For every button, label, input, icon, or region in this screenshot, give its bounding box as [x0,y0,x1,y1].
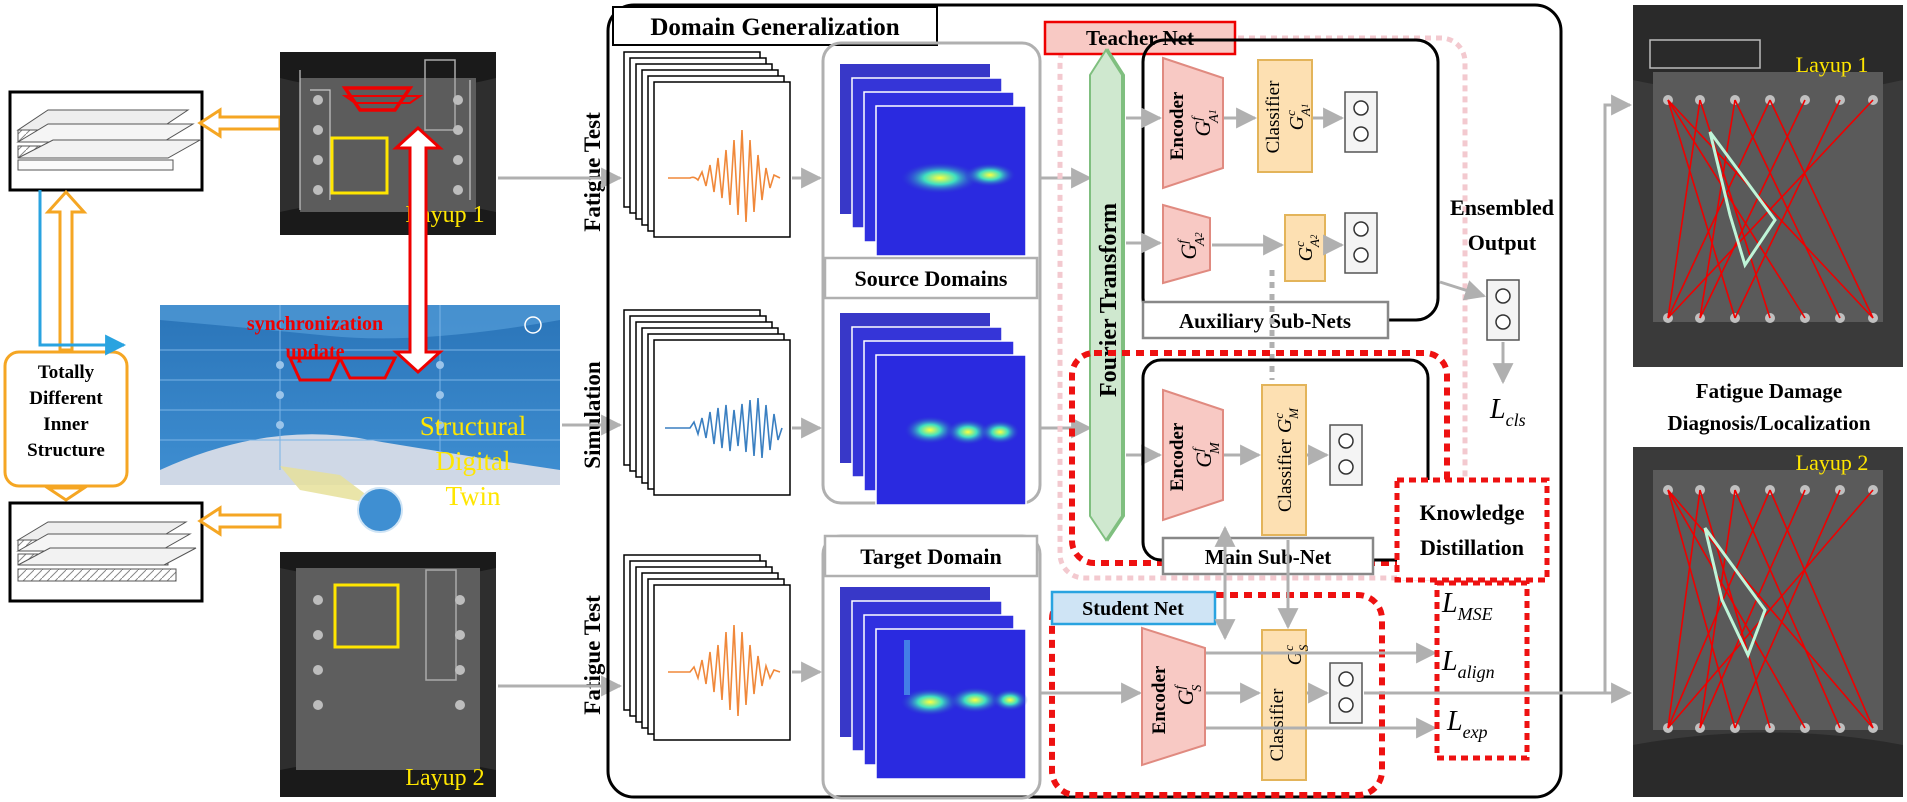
loss-cls: Lcls [1489,394,1526,430]
classifier-a1: Classifier GcA1 [1257,59,1313,173]
classifier-a2: GcA2 [1284,214,1326,282]
fatigue-damage-line-1: Fatigue Damage [1696,379,1842,403]
student-net-label: Student Net [1050,590,1217,626]
spectrogram-stack-middle [840,313,1027,506]
source-domains-label: Source Domains [823,256,1039,300]
knowledge-distillation-line-1: Knowledge [1419,500,1524,525]
row-label-fatigue-bottom: Fatigue Test [580,595,605,715]
inner-structure-line-1: Totally [38,362,95,383]
encoder-m-label: Encoder [1167,422,1188,491]
encoder-m: Encoder Gf M [1162,388,1224,522]
output-node-m [1329,424,1363,486]
to-fourier-arrows [1040,167,1143,704]
main-subnet-region [1069,350,1450,566]
s-arrows [1206,525,1438,739]
classifier-s-label: Classifier [1267,688,1288,761]
blue-link-arrow [38,190,127,356]
digital-twin-line-1: Structural [420,411,526,441]
student-net-text: Student Net [1082,598,1184,620]
spectrogram-arrows [792,167,823,683]
inner-structure-line-3: Inner [43,414,89,435]
classifier-a1-label: Classifier [1263,80,1284,153]
signal-stack-middle [623,309,791,496]
encoder-a2-symbol: Gf A2 [1176,232,1208,259]
loss-exp: Lexp [1446,706,1488,742]
ensemble-arrows [1439,280,1514,385]
domain-generalization-text: Domain Generalization [650,14,899,41]
encoder-a1-label: Encoder [1167,91,1188,160]
encoder-a2: Gf A2 [1162,203,1211,285]
spectrogram-stack-bottom [840,587,1028,780]
damage-photo-layup-2: Layup 2 [1633,447,1903,797]
output-node-a1 [1344,91,1378,153]
auxiliary-subnets-text: Auxiliary Sub-Nets [1179,309,1351,333]
encoder-a1: Encoder Gf A1 [1162,56,1224,190]
inner-structure-box: Totally Different Inner Structure [3,350,129,488]
encoder-s-symbol: Gf S [1173,684,1205,706]
fatigue-damage-title: Fatigue Damage Diagnosis/Localization [1633,367,1905,447]
domain-generalization-frame [606,3,1563,799]
output-arrows [1364,94,1633,704]
inner-structure-line-4: Structure [27,440,105,461]
auxiliary-subnets-label: Auxiliary Sub-Nets [1141,300,1390,340]
output-node-a2 [1344,212,1378,274]
update-label: update [286,341,345,363]
signal-stack-bottom [623,554,791,741]
layup-stack-top [8,90,204,192]
orange-double-arrow-up [43,189,89,502]
encoder-s-label: Encoder [1149,665,1170,734]
target-domain-text: Target Domain [860,544,1002,569]
orange-arrow-bottom-left [197,505,282,537]
loss-mse: LMSE [1441,588,1493,624]
ensembled-output-node [1486,279,1520,341]
damage-layup-1-label: Layup 1 [1796,52,1869,77]
teacher-net-label: Teacher Net [1043,20,1237,56]
damage-layup-2-label: Layup 2 [1796,450,1869,475]
specimen-photo-layup-1: Layup 1 [280,52,496,235]
fourier-transform-block: Fourier Transform [1089,48,1125,542]
encoder-m-symbol: Gf M [1191,441,1223,468]
inner-structure-line-2: Different [29,388,103,409]
target-domain-label: Target Domain [823,534,1039,578]
knowledge-distillation-box: Knowledge Distillation [1394,477,1550,583]
output-node-s [1329,662,1363,724]
ensembled-output-line-2: Output [1468,230,1537,255]
fourier-transform-text: Fourier Transform [1096,203,1122,397]
classifier-m: ClassifierGcM [1261,384,1307,536]
synchronization-label: synchronization [247,313,383,335]
digital-twin-model: synchronization update Structural Digita… [160,305,560,533]
domain-generalization-title: Domain Generalization [612,6,938,46]
fatigue-damage-line-2: Diagnosis/Localization [1667,411,1870,435]
digital-twin-line-3: Twin [445,481,501,511]
loss-align: Lalign [1441,646,1495,682]
orange-arrow-top-left [197,107,282,139]
classifier-s: Classifier GcS [1261,629,1311,781]
row-label-fatigue-top: Fatigue Test [580,112,605,232]
damage-photo-layup-1: Layup 1 [1633,5,1903,367]
classifier-a2-symbol: GcA2 [1292,234,1322,261]
specimen-photo-layup-2: Layup 2 [280,552,496,797]
signal-stack-top [623,51,791,238]
teacher-net-region [1057,35,1468,581]
layup-2-label: Layup 2 [405,765,484,791]
ensembled-output-line-1: Ensembled [1450,195,1554,220]
spectrogram-stack-top [840,64,1027,257]
encoder-s: Encoder Gf S [1141,626,1206,767]
knowledge-distillation-line-2: Distillation [1420,535,1524,560]
row-label-simulation: Simulation [580,361,605,469]
input-arrows [498,167,623,697]
layup-stack-bottom [8,501,204,603]
synchronization-arrow [392,125,444,375]
teacher-net-text: Teacher Net [1086,26,1194,50]
classifier-m-label: ClassifierGcM [1271,407,1301,512]
encoder-a1-symbol: Gf A1 [1190,109,1222,136]
main-subnet-label: Main Sub-Net [1161,536,1375,576]
source-domains-text: Source Domains [855,266,1008,291]
classifier-a1-symbol: GcA1 [1283,104,1313,131]
digital-twin-line-2: Digital [436,446,511,476]
